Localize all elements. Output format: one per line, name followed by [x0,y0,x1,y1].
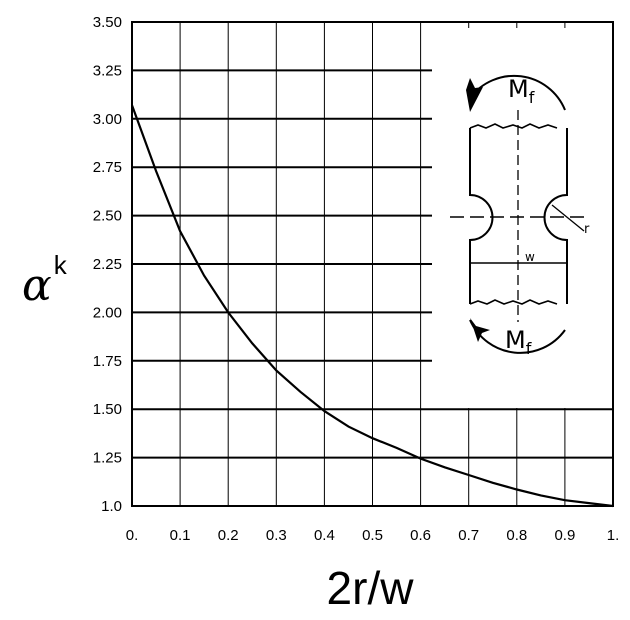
y-tick-label: 2.50 [93,208,122,225]
top-arrowhead-icon [466,78,483,112]
y-tick-label: 3.50 [93,14,122,31]
x-tick-label: 0. [126,527,139,544]
x-tick-label: 0.6 [410,527,431,544]
x-tick-label: 0.1 [170,527,191,544]
x-tick-label: 0.8 [506,527,527,544]
y-tick-label: 2.75 [93,159,122,176]
y-tick-label: 3.00 [93,111,122,128]
x-tick-label: 0.2 [218,527,239,544]
bottom-arrowhead-icon [470,318,490,342]
x-tick-label: 0.5 [362,527,383,544]
y-tick-labels: 3.50 3.25 3.00 2.75 2.50 2.25 2.00 1.75 1.50 1.25… [93,14,122,515]
alpha-k-curve [130,104,614,508]
x-tick-label: 0.3 [266,527,287,544]
plot-frame [131,21,614,507]
radius-leader [551,204,585,232]
y-tick-label: 1.50 [93,401,122,418]
y-tick-label: 1.0 [101,498,122,515]
y-tick-label: 2.00 [93,304,122,321]
specimen-inset: Mf r w Mf [432,28,615,408]
top-break-line [469,123,558,129]
radius-label: r [584,222,590,237]
x-tick-label: 1. [607,527,620,544]
top-moment-arrow [469,74,566,111]
y-axis-label: αk [22,250,68,311]
x-tick-label: 0.9 [554,527,575,544]
top-moment-label: Mf [508,75,535,107]
x-tick-label: 0.7 [458,527,479,544]
width-label: w [525,250,535,264]
x-tick-labels: 0. 0.1 0.2 0.3 0.4 0.5 0.6 0.7 0.8 0.9 1. [126,527,620,544]
x-tick-label: 0.4 [314,527,335,544]
bottom-moment-label: Mf [505,326,532,358]
y-tick-label: 1.75 [93,353,122,370]
x-axis-label: 2r/w [327,562,415,614]
bottom-break-line [469,299,558,305]
y-tick-label: 2.25 [93,256,122,273]
y-tick-label: 3.25 [93,62,122,79]
y-tick-label: 1.25 [93,450,122,467]
